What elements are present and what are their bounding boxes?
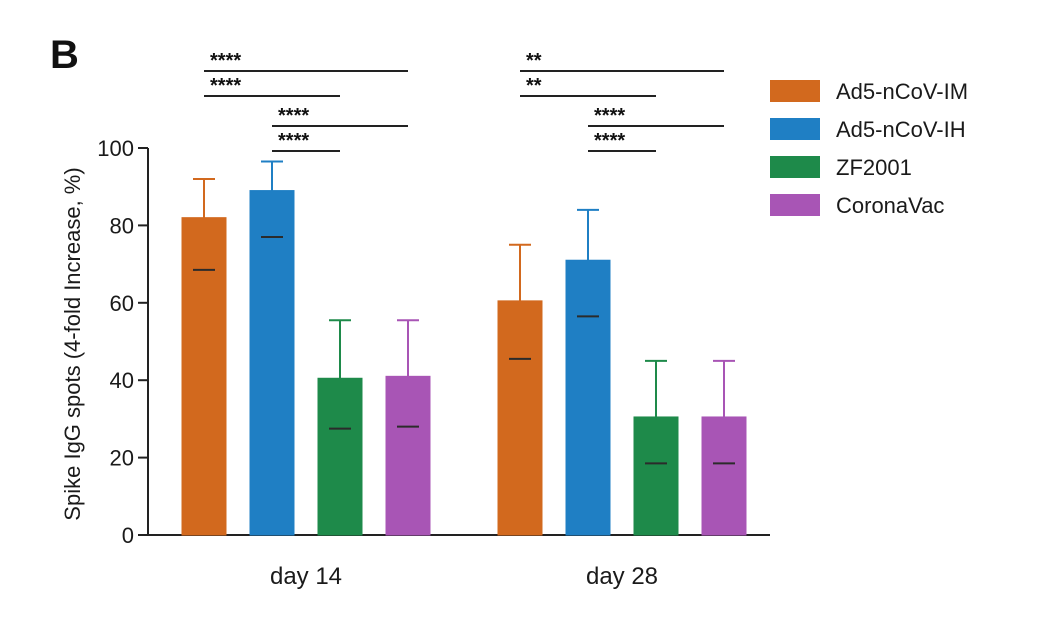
y-tick-label: 80 bbox=[110, 213, 134, 238]
significance-label: **** bbox=[278, 130, 309, 152]
significance-label: **** bbox=[594, 130, 625, 152]
legend-label: Ad5-nCoV-IH bbox=[836, 117, 966, 142]
x-tick-label: day 28 bbox=[586, 563, 658, 590]
legend-swatch bbox=[770, 80, 820, 102]
significance-label: ** bbox=[526, 75, 542, 97]
bar bbox=[317, 377, 363, 536]
legend-label: Ad5-nCoV-IM bbox=[836, 79, 968, 104]
x-tick-label: day 14 bbox=[270, 563, 342, 590]
legend-swatch bbox=[770, 118, 820, 140]
y-tick-label: 40 bbox=[110, 368, 134, 393]
significance-label: **** bbox=[210, 50, 241, 72]
y-axis-label: Spike IgG spots (4-fold Increase, %) bbox=[60, 167, 85, 520]
bar bbox=[249, 190, 295, 536]
legend-swatch bbox=[770, 194, 820, 216]
significance-label: **** bbox=[278, 105, 309, 127]
legend: Ad5-nCoV-IM Ad5-nCoV-IH ZF2001 CoronaVac bbox=[770, 79, 968, 218]
y-tick-label: 100 bbox=[97, 136, 134, 161]
legend-label: CoronaVac bbox=[836, 193, 944, 218]
y-tick-label: 0 bbox=[122, 523, 134, 548]
y-tick-label: 60 bbox=[110, 291, 134, 316]
legend-swatch bbox=[770, 156, 820, 178]
legend-label: ZF2001 bbox=[836, 155, 912, 180]
significance-label: **** bbox=[210, 75, 241, 97]
significance-label: **** bbox=[594, 105, 625, 127]
y-tick-label: 20 bbox=[110, 446, 134, 471]
panel-label: B bbox=[50, 33, 79, 77]
significance-label: ** bbox=[526, 50, 542, 72]
